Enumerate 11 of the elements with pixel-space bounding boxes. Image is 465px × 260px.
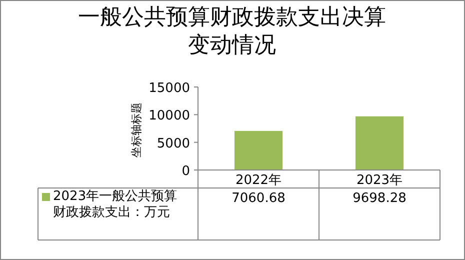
legend: 2023年一般公共预算财政拨款支出：万元 <box>53 189 181 221</box>
data-label: 9698.28 <box>352 191 406 206</box>
y-tick-label: 5000 <box>156 136 190 152</box>
y-tick-label: 0 <box>182 164 190 179</box>
y-axis-title: 坐标轴标题 <box>130 102 143 158</box>
title: 一般公共预算财政拨款支出决算变动情况 <box>77 4 387 60</box>
y-tick-label: 15000 <box>148 81 190 96</box>
x-tick-label: 2023年 <box>356 173 403 188</box>
y-tick-label: 10000 <box>148 108 190 124</box>
x-tick-label: 2022年 <box>235 173 282 188</box>
data-label: 7060.68 <box>232 191 286 206</box>
